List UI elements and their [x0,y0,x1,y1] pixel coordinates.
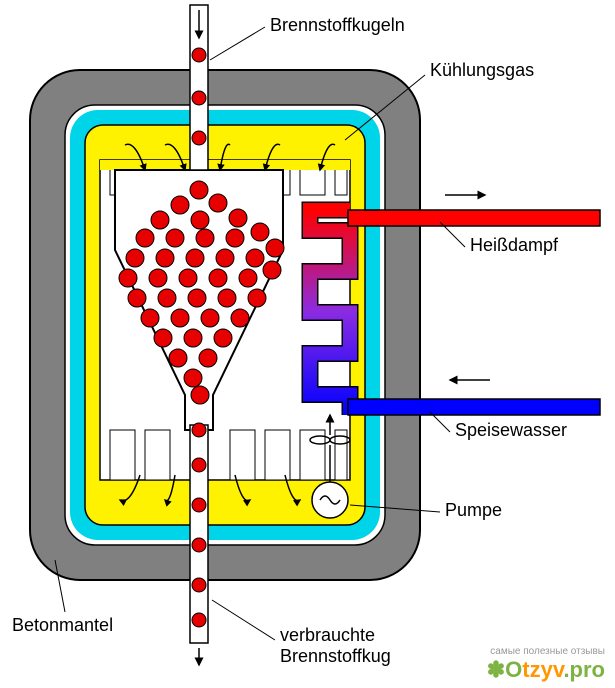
label-spent-fuel: verbrauchte Brennstoffkug [280,625,391,667]
watermark-brand: ✽Otzyv.pro [487,657,605,683]
label-hot-steam: Heißdampf [470,235,558,256]
label-feedwater: Speisewasser [455,420,567,441]
label-fuel-spheres: Brennstoffkugeln [270,15,405,36]
watermark-tag: самые полезные отзывы [487,646,605,657]
label-cooling-gas: Kühlungsgas [430,60,534,81]
diagram-canvas: Brennstoffkugeln Kühlungsgas Heißdampf S… [0,0,615,688]
reactor-diagram [0,0,615,688]
label-concrete: Betonmantel [12,615,113,636]
label-pump: Pumpe [445,500,502,521]
watermark: самые полезные отзывы ✽Otzyv.pro [487,646,605,683]
